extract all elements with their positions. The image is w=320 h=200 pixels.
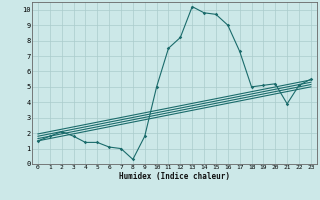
- X-axis label: Humidex (Indice chaleur): Humidex (Indice chaleur): [119, 172, 230, 181]
